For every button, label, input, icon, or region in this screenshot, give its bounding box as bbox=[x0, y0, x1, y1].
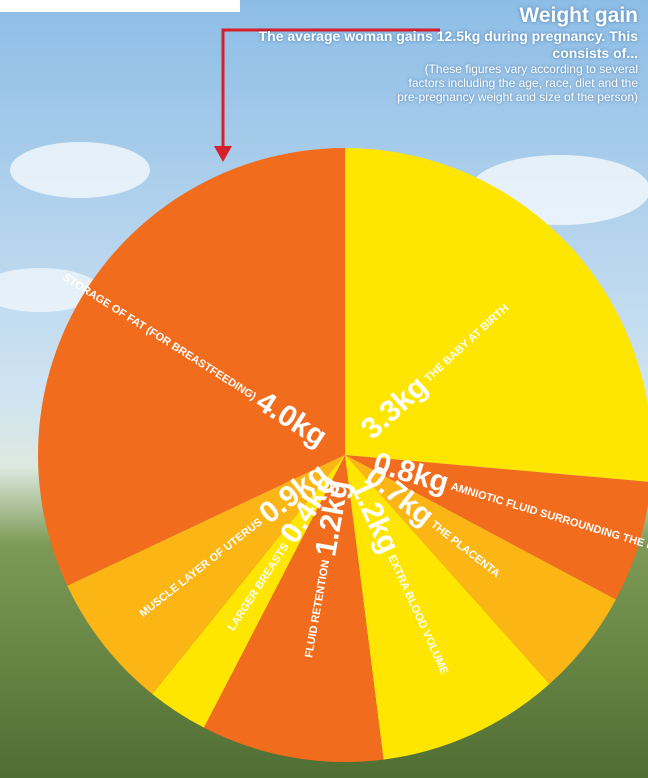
title: Weight gain bbox=[519, 4, 638, 27]
panel bbox=[0, 0, 240, 12]
cloud bbox=[0, 268, 100, 312]
pie-slice bbox=[203, 455, 384, 762]
pie-slice bbox=[67, 455, 346, 694]
pie-slice bbox=[152, 455, 345, 728]
pie-slice bbox=[345, 148, 648, 482]
pie-slice bbox=[345, 455, 648, 600]
note: (These figures vary according to several… bbox=[397, 62, 638, 104]
arrow-head bbox=[214, 146, 232, 162]
pie-slice bbox=[345, 455, 616, 685]
cloud bbox=[10, 142, 150, 198]
header: Weight gain The average woman gains 12.5… bbox=[238, 4, 638, 104]
arrow bbox=[221, 28, 440, 150]
pie-slice bbox=[38, 148, 345, 586]
pie-slice bbox=[345, 455, 550, 760]
subtitle: The average woman gains 12.5kg during pr… bbox=[258, 28, 638, 61]
